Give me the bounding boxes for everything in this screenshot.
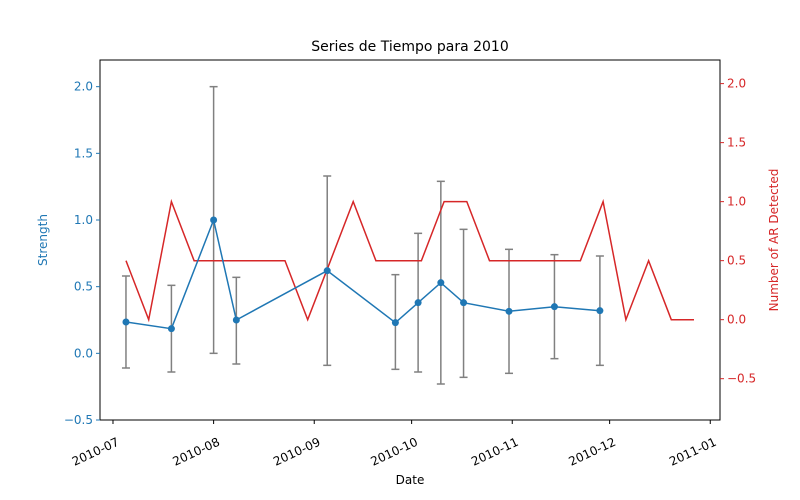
strength-point (167, 325, 175, 333)
x-axis: 2010-07 2010-08 2010-09 2010-10 2010-11 2010-… (70, 420, 719, 469)
strength-point (596, 307, 604, 315)
chart-title: Series de Tiempo para 2010 (311, 39, 509, 55)
strength-point (414, 299, 422, 307)
x-tick-label: 2010-11 (469, 435, 520, 469)
right-y-axis-label: Number of AR Detected (767, 169, 781, 312)
errorbar-group (121, 85, 604, 385)
left-y-tick-label: 0.0 (74, 346, 93, 360)
strength-line (125, 217, 600, 330)
left-y-tick-label: 1.0 (74, 213, 93, 227)
ar-series-group (125, 198, 694, 323)
strength-point (210, 216, 218, 224)
x-axis-label: Date (396, 473, 425, 487)
right-y-tick-label: 0.5 (727, 254, 746, 268)
strength-point (437, 279, 445, 287)
left-y-axis: −0.5 0.0 0.5 1.0 1.5 2.0 (64, 80, 100, 427)
strength-point (505, 307, 513, 315)
x-tick-label: 2011-01 (667, 435, 718, 469)
right-y-tick-label: −0.5 (727, 372, 756, 386)
left-y-axis-label: Strength (36, 214, 50, 266)
right-y-tick-label: 1.0 (727, 195, 746, 209)
left-y-tick-label: 0.5 (74, 280, 93, 294)
x-tick-label: 2010-08 (171, 435, 222, 469)
x-tick-label: 2010-07 (70, 435, 121, 469)
right-y-tick-label: 2.0 (727, 77, 746, 91)
right-y-axis: −0.5 0.0 0.5 1.0 1.5 2.0 (720, 77, 756, 386)
plot-frame (99, 59, 721, 421)
strength-series-group (122, 216, 604, 333)
x-tick-label: 2010-09 (271, 435, 322, 469)
strength-point (550, 303, 558, 311)
x-tick-label: 2010-10 (369, 435, 420, 469)
x-tick-label: 2010-12 (567, 435, 618, 469)
left-y-tick-label: 1.5 (74, 146, 93, 160)
strength-point (391, 319, 399, 327)
left-y-tick-label: 2.0 (74, 80, 93, 94)
right-y-tick-label: 0.0 (727, 313, 746, 327)
right-y-tick-label: 1.5 (727, 136, 746, 150)
ar-count-line (125, 198, 694, 323)
strength-point (460, 299, 468, 307)
strength-point (232, 316, 240, 324)
left-y-tick-label: −0.5 (64, 413, 93, 427)
strength-point (122, 318, 130, 326)
strength-point (323, 267, 331, 275)
